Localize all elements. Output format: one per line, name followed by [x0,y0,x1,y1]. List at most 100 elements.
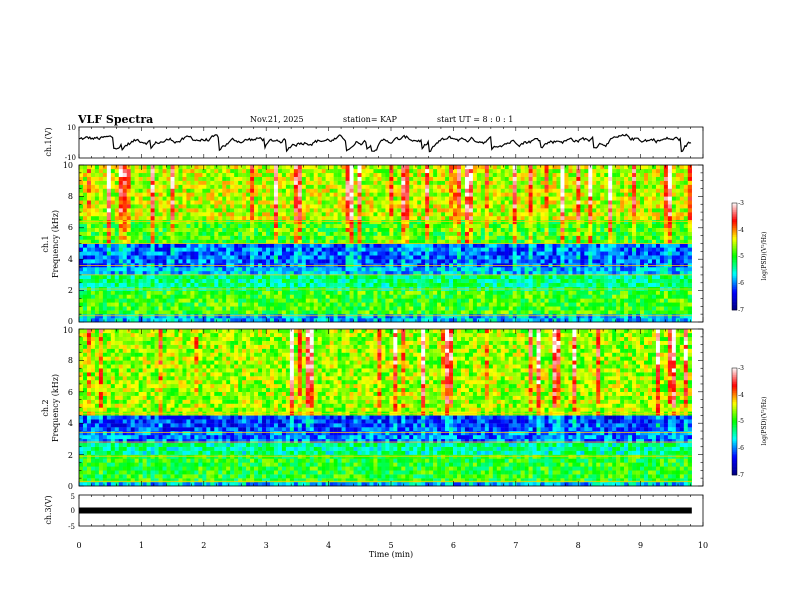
spec1-cell [86,298,92,303]
spec1-cell [234,302,239,307]
spec1-cell [409,216,414,221]
figure-title: VLF Spectra [77,113,153,126]
spec1-cell [258,192,263,197]
spec1-cell [325,200,330,205]
spec1-cell [389,282,394,287]
spec1-cell [333,302,338,307]
spec1-cell [520,282,525,287]
spec1-cell [214,219,219,225]
spec1-cell [254,168,259,174]
spec1-cell [516,294,521,299]
spec1-cell [178,188,183,193]
spec1-cell [305,259,310,264]
spec1-cell [150,306,155,311]
spec1-cell [532,212,537,217]
spec1-cell [524,247,529,252]
spec1-cell [429,227,434,232]
spec1-cell [484,227,490,232]
spec1-cell [106,278,112,283]
spec1-cell [218,274,223,280]
spec1-cell [496,180,501,185]
spec1-cell [552,165,557,170]
spec1-cell [202,235,207,240]
spec1-cell [333,180,338,185]
spec1-cell [433,184,438,189]
spec1-cell [468,310,474,315]
spec1-cell [273,290,279,295]
spec1-cell [341,219,346,225]
spec1-cell [254,219,259,225]
spec1-cell [500,302,505,307]
spec1-cell [484,290,490,295]
spec1-cell [122,290,127,295]
spec1-cell [544,192,549,197]
spec1-cell [480,165,486,170]
spec1-cell [194,196,199,201]
spec1-cell [266,259,271,264]
spec1-cell [79,188,84,193]
spec1-cell [313,172,318,177]
spec1-cell [409,310,414,315]
spec1-cell [548,204,553,209]
spec1-cell [162,231,167,236]
spec1-cell [174,247,179,252]
spec1-cell [86,310,92,315]
spec1-cell [146,243,151,248]
spec1-cell [421,282,426,287]
spec1-cell [234,196,239,201]
spec1-cell [98,176,104,181]
spec1-cell [409,314,414,319]
spec1-cell [198,298,203,303]
spec1-cell [266,302,271,307]
spec1-cell [437,274,442,280]
spec1-cell [118,184,123,189]
spec1-cell [433,290,438,295]
spec1-cell [381,235,386,240]
spec1-cell [468,239,474,244]
spec1-cell [413,298,418,303]
spec1-cell [246,247,251,252]
spec1-cell [345,298,350,303]
spec1-cell [301,231,306,236]
spec1-cell [492,216,497,221]
spec1-cell [385,235,390,240]
spec1-cell [242,247,247,252]
spec1-cell [210,243,215,248]
spec1-cell [246,192,251,197]
spec1-cell [246,290,251,295]
spec1-cell [106,290,112,295]
spec1-cell [317,290,322,295]
spec1-cell [174,278,179,283]
spec1-cell [457,212,462,217]
spec1-cell [238,239,243,244]
spec1-cell [321,251,326,256]
spec1-cell [484,282,490,287]
spec1-cell [524,184,529,189]
spec1-cell [166,278,171,283]
spec1-cell [90,176,96,181]
spec1-cell [110,274,116,280]
spec1-cell [309,227,314,232]
spec1-cell [309,278,314,283]
spec1-cell [381,294,386,299]
spec1-cell [242,172,247,177]
spec1-cell [528,310,533,315]
spec1-cell [536,192,541,197]
spec1-cell [357,219,362,225]
spec1-cell [210,168,215,174]
spec1-cell [484,223,490,229]
spec1-cell [345,219,350,225]
spec1-cell [337,180,342,185]
spec1-cell [79,200,84,205]
spec1-cell [273,318,279,323]
spec1-cell [234,282,239,287]
spec1-cell [154,274,159,280]
spec1-cell [460,216,466,221]
spec1-cell [560,278,565,283]
spec1-cell [457,192,462,197]
spec1-cell [476,223,482,229]
spec1-cell [146,165,151,170]
spec1-cell [114,251,119,256]
spec1-cell [258,270,263,276]
spec1-cell [230,251,235,256]
